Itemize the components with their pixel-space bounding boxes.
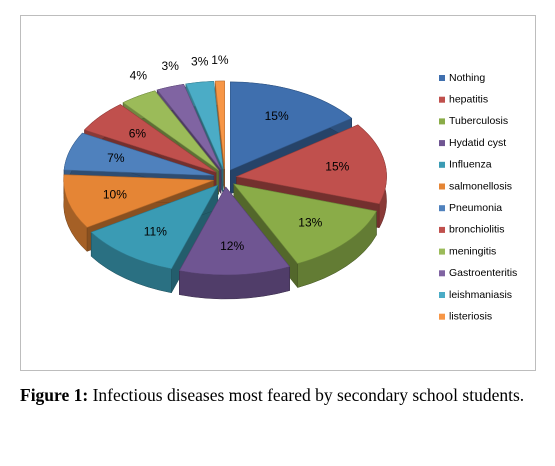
slice (63, 174, 214, 228)
value-label: 10% (103, 187, 127, 201)
value-label: 15% (265, 109, 289, 123)
legend-swatch (439, 118, 445, 125)
slice (185, 80, 224, 170)
legend-swatch (439, 248, 445, 255)
legend-swatch (439, 140, 445, 147)
legend-label: Pneumonia (449, 202, 502, 214)
legend-label: Influenza (449, 159, 492, 171)
legend-label: Hydatid cyst (449, 137, 506, 149)
value-label: 13% (298, 216, 322, 230)
slice (233, 183, 377, 264)
chart: 15%15%13%12%11%10%7%6%4%3% 3% 1%Nothinghep… (20, 15, 536, 371)
legend-swatch (439, 270, 445, 277)
legend-swatch (439, 313, 445, 320)
slice (83, 104, 217, 173)
value-label: 11% (144, 225, 167, 239)
legend-label: Gastroenteritis (449, 267, 517, 279)
legend-swatch (439, 226, 445, 233)
value-label: 4% (130, 68, 148, 82)
legend-swatch (439, 161, 445, 168)
slice (156, 83, 222, 170)
legend-swatch (439, 96, 445, 103)
value-label: 1% (211, 53, 229, 67)
slice (178, 186, 291, 276)
legend-label: bronchiolitis (449, 224, 504, 236)
caption-text: Infectious diseases most feared by secon… (92, 385, 525, 405)
slice (90, 184, 219, 270)
value-label: 3% (162, 59, 180, 73)
legend-label: Nothing (449, 72, 485, 84)
value-label: 3% (191, 54, 209, 68)
slice (230, 81, 353, 171)
value-label: 12% (220, 239, 244, 253)
value-label: 6% (129, 126, 147, 140)
caption-label: Figure 1: (20, 385, 89, 405)
legend-swatch (439, 205, 445, 212)
legend-label: meningitis (449, 245, 496, 257)
slice (122, 90, 219, 171)
caption: Figure 1: Infectious diseases most feare… (20, 383, 538, 408)
slice (63, 132, 214, 176)
legend-label: leishmaniasis (449, 289, 512, 301)
legend-label: listeriosis (449, 310, 492, 322)
legend-swatch (439, 292, 445, 298)
legend-swatch (439, 183, 445, 190)
legend-label: hepatitis (449, 93, 488, 105)
slice (235, 124, 387, 205)
value-label: 7% (107, 151, 125, 165)
slice (214, 80, 225, 170)
value-label: 15% (325, 159, 349, 173)
legend-label: Tuberculosis (449, 115, 508, 127)
legend-swatch (439, 75, 445, 81)
legend-label: salmonellosis (449, 180, 512, 192)
